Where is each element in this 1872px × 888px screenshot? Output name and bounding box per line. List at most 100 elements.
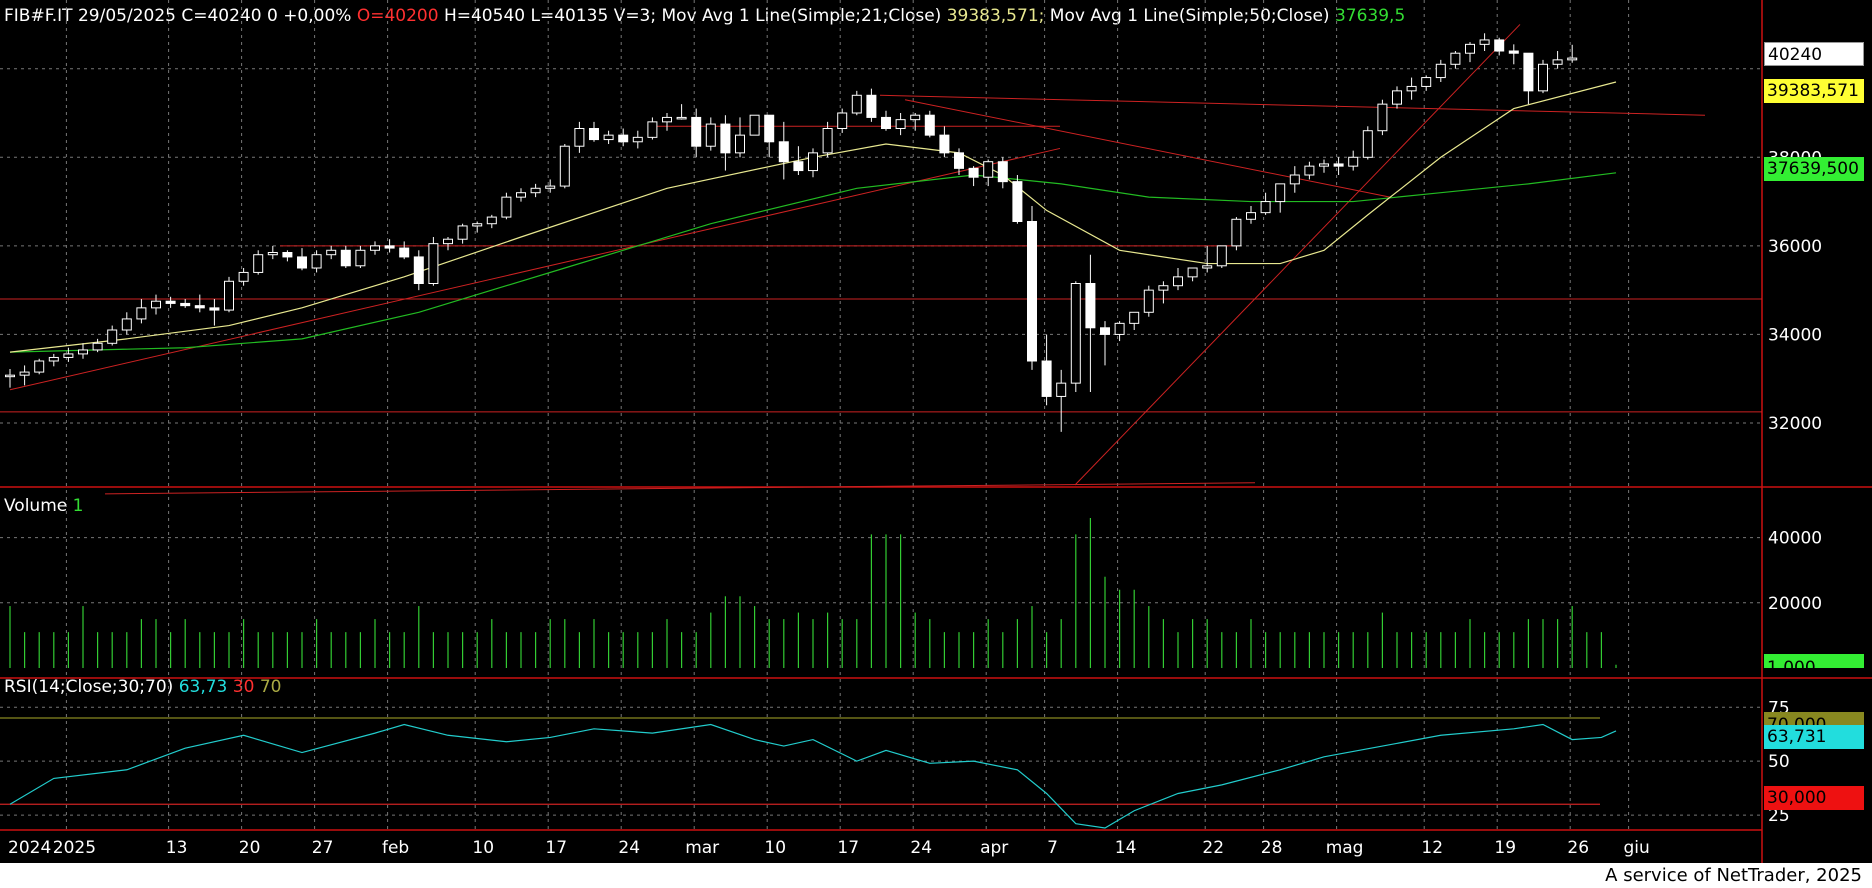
candle-body — [968, 167, 979, 178]
time-tick-label: 2025 — [53, 838, 96, 858]
candle-body — [837, 112, 848, 129]
candle-body — [764, 114, 775, 143]
candle-body — [1100, 327, 1110, 335]
candle-body — [1348, 156, 1359, 167]
time-tick-label: 7 — [1047, 838, 1058, 858]
chart-canvas[interactable]: 3200034000360003800020000400002550752024… — [0, 0, 1872, 863]
candle-body — [1450, 52, 1461, 65]
candle-body — [443, 238, 453, 245]
trend-line — [9, 147, 1061, 391]
candle-body — [851, 94, 862, 114]
candle-body — [1246, 212, 1256, 220]
candle-body — [778, 141, 789, 163]
candle-body — [895, 119, 906, 130]
candle-body — [399, 247, 410, 258]
candle-body — [1319, 163, 1329, 167]
candle-body — [691, 116, 702, 147]
candle-body — [180, 302, 191, 307]
candle-body — [428, 243, 439, 284]
candle-body — [1158, 285, 1169, 291]
candle-body — [501, 196, 512, 218]
candle-body — [224, 280, 234, 311]
candle-body — [749, 114, 760, 136]
time-tick-label: 17 — [545, 838, 567, 858]
header-open: O=40200 — [356, 6, 439, 26]
candle-body — [1275, 183, 1286, 203]
candle-body — [910, 114, 921, 121]
candle-body — [574, 128, 585, 147]
header-low: L=40135 — [530, 6, 609, 26]
price-tick-label: 34000 — [1768, 325, 1822, 345]
candle-body — [603, 134, 614, 141]
rsi-value: 63,73 — [178, 677, 228, 697]
candle-body — [1012, 181, 1023, 222]
candle-body — [34, 360, 45, 373]
candle-body — [370, 245, 380, 251]
volume-value: 1 — [72, 496, 84, 516]
time-tick-label: 20 — [239, 838, 261, 858]
price-tick-label: 36000 — [1768, 237, 1822, 257]
volume-title: Volume 1 — [4, 496, 83, 516]
candle-body — [924, 114, 935, 136]
candle-body — [457, 225, 468, 240]
candle-body — [326, 249, 337, 256]
volume-tick-label: 20000 — [1768, 594, 1822, 614]
candle-body — [107, 329, 118, 344]
time-tick-label: 19 — [1494, 838, 1516, 858]
candle-body — [48, 356, 59, 362]
candle-body — [1027, 221, 1037, 362]
candle-body — [735, 134, 745, 154]
candle-body — [267, 252, 278, 256]
time-tick-label: 28 — [1261, 838, 1283, 858]
candle-body — [136, 307, 147, 320]
candle-body — [1085, 283, 1096, 329]
candle-body — [793, 161, 804, 172]
candle-body — [808, 152, 818, 172]
candle-body — [472, 223, 483, 227]
time-tick-label: 10 — [764, 838, 786, 858]
footer-strip — [0, 863, 1872, 888]
rsi-line — [9, 723, 1617, 829]
time-tick-label: 12 — [1421, 838, 1443, 858]
candle-body — [881, 116, 891, 130]
candle-body — [1435, 63, 1446, 79]
candle-body — [1567, 57, 1578, 61]
time-tick-label: 2024 — [8, 838, 51, 858]
candle-body — [866, 94, 877, 118]
candle-body — [413, 256, 424, 284]
candle-body — [632, 136, 643, 143]
time-tick-label: 10 — [472, 838, 494, 858]
chart-header: FIB#F.IT 29/05/2025 C=40240 0 +0,00% O=4… — [4, 6, 1405, 26]
trend-line — [104, 482, 1256, 495]
candle-body — [1392, 90, 1402, 105]
candle-body — [238, 271, 249, 282]
candle-body — [78, 349, 88, 355]
trend-line — [1074, 24, 1521, 486]
candle-body — [1377, 103, 1388, 132]
trend-line — [904, 99, 1391, 198]
volume-tag: 1,000 — [1764, 654, 1864, 668]
candle-body — [92, 342, 103, 351]
candle-body — [954, 152, 964, 169]
candle-body — [194, 305, 205, 309]
candle-body — [1538, 63, 1548, 92]
rsi-label: RSI(14;Close;30;70) — [4, 677, 174, 697]
candle-body — [676, 116, 687, 120]
rsi-low-tag: 30,000 — [1764, 786, 1864, 810]
candle-body — [983, 161, 994, 178]
ma21-label: Mov Avg 1 Line(Simple;21;Close) — [661, 6, 942, 26]
candle-body — [530, 187, 541, 194]
candle-body — [486, 216, 497, 225]
time-tick-label: 24 — [910, 838, 932, 858]
candle-body — [1362, 130, 1373, 158]
candle-body — [1129, 311, 1140, 324]
header-change: 0 +0,00% — [266, 6, 352, 26]
candle-body — [589, 128, 599, 141]
time-tick-label: apr — [980, 838, 1008, 858]
candle-body — [822, 128, 833, 154]
time-tick-label: 24 — [618, 838, 640, 858]
candle-body — [939, 134, 950, 154]
rsi-title: RSI(14;Close;30;70) 63,73 30 70 — [4, 677, 281, 697]
volume-label: Volume — [4, 496, 68, 516]
rsi-tag: 63,731 — [1764, 725, 1864, 749]
